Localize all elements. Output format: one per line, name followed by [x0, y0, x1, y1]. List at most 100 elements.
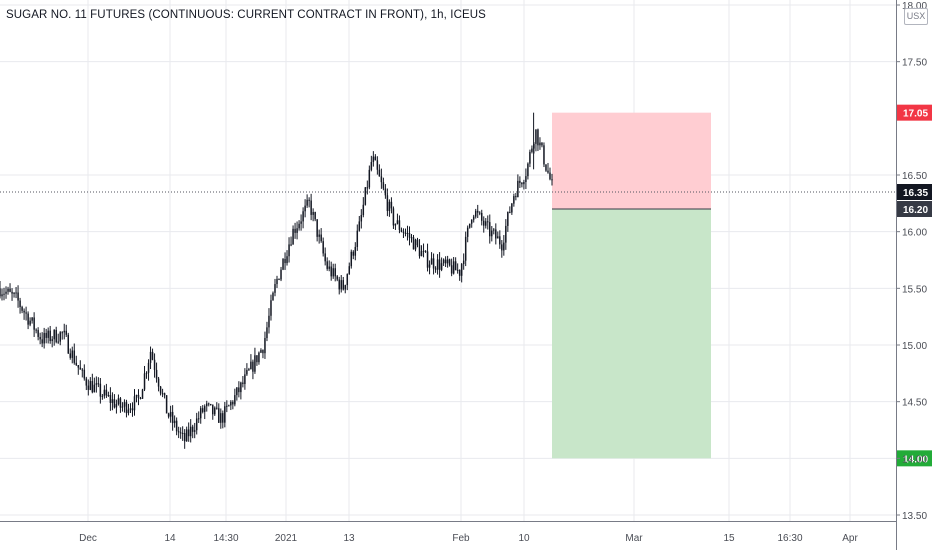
candle-body: [147, 362, 150, 373]
candle-body: [302, 211, 304, 222]
candle-body: [444, 259, 447, 264]
candle-body: [320, 234, 322, 242]
candle-body: [344, 285, 347, 290]
candle-body: [29, 320, 31, 325]
candle-body: [382, 182, 385, 189]
candle-body: [316, 219, 318, 237]
candle-body: [322, 241, 324, 254]
candle-body: [129, 408, 132, 410]
candle-body: [527, 163, 529, 177]
candle-body: [376, 160, 379, 170]
candle-body: [515, 196, 517, 198]
candle-body: [296, 228, 298, 233]
candle-body: [545, 164, 547, 171]
entry-price-badge-bg: [896, 201, 932, 217]
currency-badge[interactable]: USX: [904, 8, 928, 25]
candle-body: [123, 402, 126, 407]
candle-body: [246, 369, 248, 375]
candle-body: [230, 401, 232, 406]
candle-body: [15, 292, 17, 294]
stop-price-badge-label: 17.05: [903, 109, 928, 120]
candle-body: [278, 278, 280, 280]
candle-body: [350, 251, 353, 267]
candle-body: [272, 292, 274, 301]
candle-body: [543, 145, 545, 165]
candle-body: [119, 398, 122, 408]
candle-body: [63, 330, 65, 333]
target-price-badge-bg: [896, 450, 932, 467]
candle-body: [410, 237, 413, 239]
x-tick-label: Feb: [452, 533, 470, 544]
candle-body: [384, 188, 387, 196]
candle-body: [151, 351, 154, 360]
candle-body: [89, 381, 92, 390]
candle-body: [139, 398, 142, 400]
candle-body: [171, 411, 174, 424]
candle-body: [185, 429, 188, 442]
candle-body: [83, 369, 86, 379]
candle-body: [360, 214, 363, 222]
candle-body: [21, 306, 23, 311]
candle-body: [165, 395, 168, 414]
candle-body: [91, 381, 94, 393]
candle-body: [372, 156, 375, 162]
y-tick-label: 13.50: [902, 511, 927, 522]
candle-body: [517, 180, 519, 198]
candle-body: [105, 389, 108, 396]
x-tick-label: 14:30: [213, 533, 238, 544]
candle-body: [378, 169, 381, 177]
candle-body: [483, 220, 485, 226]
candle-body: [462, 260, 465, 265]
candle-body: [513, 196, 515, 204]
candle-body: [193, 430, 196, 432]
current-price-badge-label: 16.35: [903, 188, 928, 199]
candle-body: [232, 401, 234, 405]
candle-body: [493, 229, 495, 231]
candle-body: [314, 212, 316, 220]
candle-body: [212, 404, 214, 415]
x-tick-label: 13: [343, 533, 355, 544]
candle-body: [248, 369, 250, 371]
candle-body: [432, 258, 435, 269]
candle-body: [539, 142, 541, 146]
candle-body: [111, 399, 114, 403]
candle-body: [121, 406, 124, 408]
candle-body: [362, 204, 365, 215]
candle-body: [167, 413, 170, 417]
candle-body: [71, 350, 74, 358]
candle-body: [183, 432, 186, 442]
candle-body: [380, 176, 383, 183]
candle-body: [218, 408, 220, 423]
candle-series: [0, 112, 553, 449]
candle-body: [79, 367, 82, 370]
candle-body: [27, 313, 29, 325]
candle-body: [179, 432, 182, 434]
candle-body: [220, 413, 222, 423]
candle-body: [420, 251, 423, 257]
candle-body: [440, 263, 443, 270]
candle-body: [499, 236, 501, 245]
stop-loss-zone[interactable]: [552, 112, 711, 209]
candle-body: [244, 374, 246, 385]
candle-body: [57, 341, 59, 343]
candle-body: [256, 355, 258, 363]
candle-body: [358, 221, 361, 231]
candle-body: [135, 394, 138, 397]
position-zones[interactable]: [552, 112, 711, 459]
x-tick-label: 10: [518, 533, 530, 544]
candle-body: [254, 355, 256, 372]
candle-body: [55, 329, 57, 343]
take-profit-zone[interactable]: [552, 209, 711, 459]
candle-body: [398, 220, 401, 230]
candle-body: [282, 259, 284, 270]
candle-body: [205, 403, 208, 407]
candle-body: [503, 242, 505, 251]
candle-body: [366, 187, 369, 189]
candle-body: [456, 269, 459, 271]
candle-body: [300, 221, 302, 224]
candle-body: [491, 230, 493, 237]
candle-body: [268, 315, 270, 328]
